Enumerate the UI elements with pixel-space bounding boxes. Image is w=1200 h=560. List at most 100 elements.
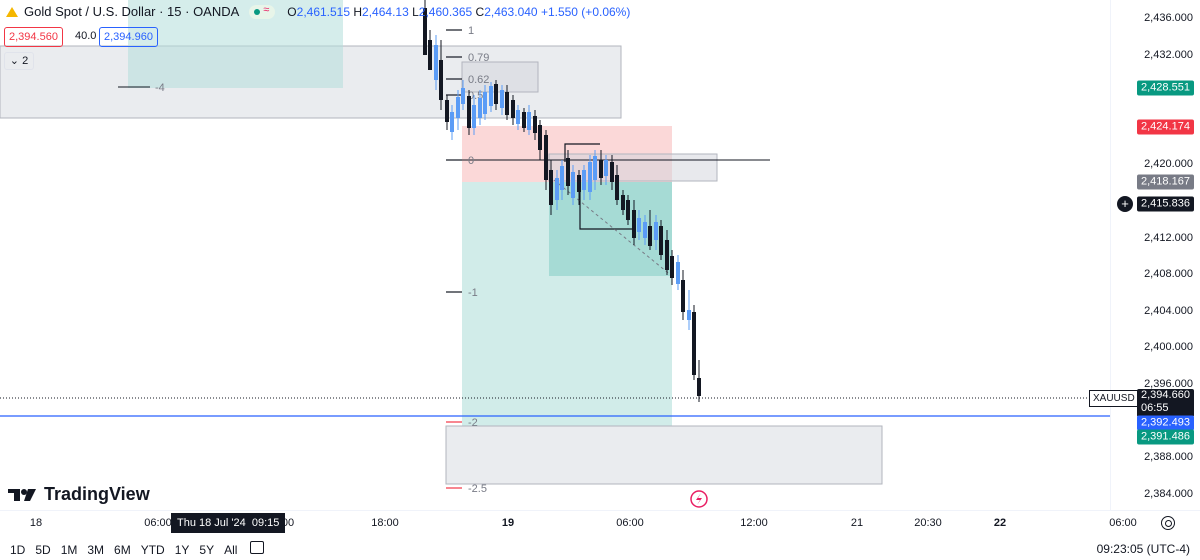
candle-body [428,40,432,70]
price-tick-label: 2,388.000 [1144,451,1193,464]
price-tag-last: 2,394.660 06:55 [1137,389,1194,417]
candle-body [670,256,674,278]
candle-body [681,280,685,312]
candle-body [439,60,443,100]
candle-body [566,158,570,186]
ohlc-values: O2,461.515 H2,464.13 L2,460.365 C2,463.0… [287,4,631,19]
range-button-ytd[interactable]: YTD [140,543,165,557]
candle-body [500,90,504,108]
spread-value: 40.0 [75,30,97,42]
price-tick-label: 2,408.000 [1144,268,1193,281]
market-status-icon[interactable]: ≈ [249,4,276,19]
candle-body [697,378,701,396]
range-button-1d[interactable]: 1D [10,543,26,557]
candle-body [522,112,526,128]
fib-level-label: -2.5 [468,483,487,495]
range-button-3m[interactable]: 3M [87,543,105,557]
time-tick-label: 06:00 [616,517,644,529]
time-tick-label: 18:00 [371,517,399,529]
candle-body [654,222,658,240]
candle-body [648,226,652,246]
price-tick-label: 2,400.000 [1144,341,1193,354]
candle-body [461,88,465,104]
time-tick-label: 18 [29,517,43,529]
price-tag-green-bottom: 2,391.486 [1137,429,1194,445]
candle-body [610,162,614,182]
candle-body [516,110,520,124]
left-level-label: -4 [155,82,165,94]
candle-body [626,200,630,220]
candle-body [538,125,542,150]
price-tick-label: 2,420.000 [1144,158,1193,171]
fib-level-label: 1 [468,25,474,37]
highlight-zone-teal[interactable] [128,0,343,88]
fib-level-label: 0 [468,155,474,167]
candle-body [527,112,531,130]
candle-body [687,310,691,320]
date-range-calendar-icon[interactable] [250,541,264,554]
gold-icon [6,6,18,17]
tradingview-logo[interactable]: TradingView [8,484,150,505]
brand-name: TradingView [44,484,150,504]
clock-display[interactable]: 09:23:05 (UTC-4) [1096,542,1190,556]
price-axis[interactable]: 2,436.0002,432.0002,428.0002,424.0002,42… [1089,0,1200,510]
candle-body [604,160,608,176]
sell-button[interactable]: 2,394.560 [4,27,63,47]
candle-body [659,226,663,255]
range-button-1y[interactable]: 1Y [174,543,190,557]
fib-level-label: -1 [468,287,478,299]
candle-body [571,172,575,198]
flash-icon[interactable] [690,490,708,508]
candle-body [599,160,603,178]
candle-body [692,312,696,375]
range-bracket-bottom[interactable] [579,190,632,230]
price-tag-green-top: 2,428.551 [1137,80,1194,96]
buy-button[interactable]: 2,394.960 [99,27,158,47]
range-button-1m[interactable]: 1M [60,543,78,557]
chevron-down-icon: ⌄ [9,55,20,67]
range-button-5y[interactable]: 5Y [199,543,215,557]
candle-body [472,105,476,128]
time-tick-label: 20:30 [914,517,942,529]
time-tick-label: 06:00 [1109,517,1137,529]
candle-body [445,100,449,122]
price-tick-label: 2,404.000 [1144,304,1193,317]
chart-legend: Gold Spot / U.S. Dollar · 15 · OANDA ≈ O… [4,4,630,19]
candle-body [544,135,548,180]
range-button-6m[interactable]: 6M [114,543,131,557]
indicators-toggle[interactable]: ⌄ 2 [4,52,34,70]
price-tick-label: 2,384.000 [1144,487,1193,500]
candle-body [555,178,559,200]
symbol-title[interactable]: Gold Spot / U.S. Dollar · 15 · OANDA [24,4,240,19]
candle-body [549,170,553,205]
candle-body [483,92,487,114]
demand-zone-bottom[interactable] [445,425,883,485]
crosshair-add-icon[interactable]: + [1117,196,1133,212]
candle-body [434,45,438,80]
price-tag-red: 2,424.174 [1137,119,1194,135]
range-button-5d[interactable]: 5D [35,543,51,557]
settings-icon[interactable] [1161,516,1175,530]
fib-level-label: 0.62 [468,74,489,86]
tradingview-logo-icon [8,488,36,501]
time-tick-label: 12:00 [740,517,768,529]
range-bracket-top[interactable] [564,143,600,162]
candle-body [423,8,427,55]
fib-level-label: 0.79 [468,52,489,64]
candle-body [560,166,564,190]
candle-body [632,210,636,238]
candle-body [478,98,482,118]
candle-body [494,84,498,104]
candle-body [577,175,581,192]
symbol-tag: XAUUSD [1089,390,1139,407]
range-button-all[interactable]: All [224,543,238,557]
time-tick-label: 19 [501,517,515,529]
candle-body [637,218,641,232]
chart-canvas[interactable]: 10.790.620.50-1-2-2.5 -4 [0,0,1110,510]
flash-icon-bolt [696,493,702,505]
candle-body [505,92,509,115]
chart-area[interactable]: 1 0.79 0.62 0.5 0 -1 -2 -2.5 -4 Gold Spot / U.S… [0,0,1110,510]
time-axis[interactable]: 18 06:00 00 18:00 19 06:00 12:00 21 20:30 22 06:00… [0,510,1200,537]
bottom-toolbar: 1D 5D 1M 3M 6M YTD 1Y 5Y All 09:23:05 (UTC-4) [0,536,1200,560]
candle-body [456,97,460,118]
